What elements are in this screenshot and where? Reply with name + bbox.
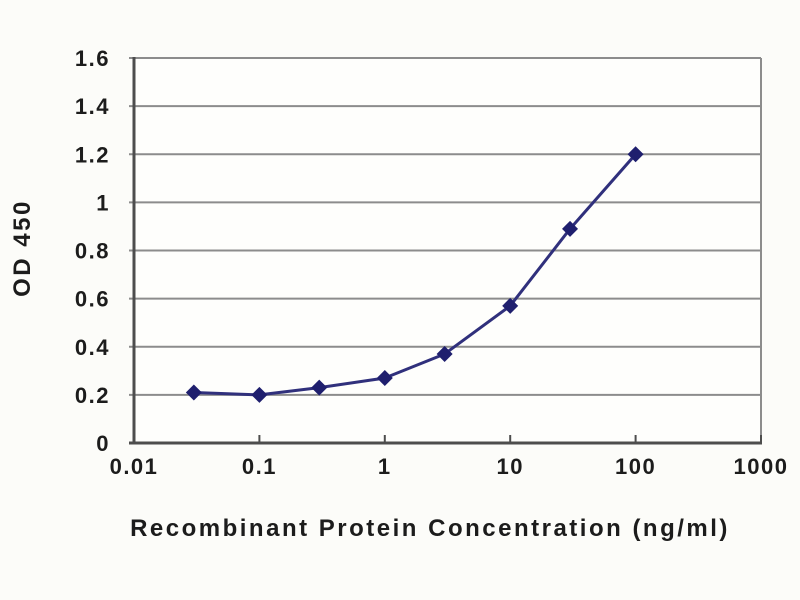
- data-point-marker: [502, 297, 519, 314]
- data-point-marker: [627, 146, 644, 163]
- y-tick-label: 0.6: [75, 287, 110, 312]
- y-tick-label: 1.6: [75, 46, 110, 71]
- y-tick-label: 0.4: [75, 335, 110, 360]
- data-point-marker: [251, 386, 268, 403]
- data-point-marker: [376, 370, 393, 387]
- x-tick-label: 0.1: [242, 454, 277, 479]
- data-line: [192, 152, 638, 397]
- y-tick-label: 1.2: [75, 142, 110, 167]
- x-tick-label: 0.01: [110, 454, 159, 479]
- x-tick-label: 10: [496, 454, 523, 479]
- y-tick-label: 1.4: [75, 94, 110, 119]
- y-axis-title: OD 450: [9, 199, 36, 297]
- y-tick-label: 1: [96, 190, 110, 215]
- y-tick-label: 0.8: [75, 239, 110, 264]
- data-point-marker: [311, 379, 328, 396]
- data-point-marker: [562, 220, 579, 237]
- y-tick-label: 0: [96, 431, 110, 456]
- data-point-marker: [436, 345, 453, 362]
- y-tick-label: 0.2: [75, 383, 110, 408]
- data-point-marker: [185, 384, 202, 401]
- x-tick-label: 1: [378, 454, 392, 479]
- x-axis-title: Recombinant Protein Concentration (ng/ml…: [130, 515, 730, 542]
- x-tick-label: 1000: [734, 454, 789, 479]
- x-tick-label: 100: [615, 454, 656, 479]
